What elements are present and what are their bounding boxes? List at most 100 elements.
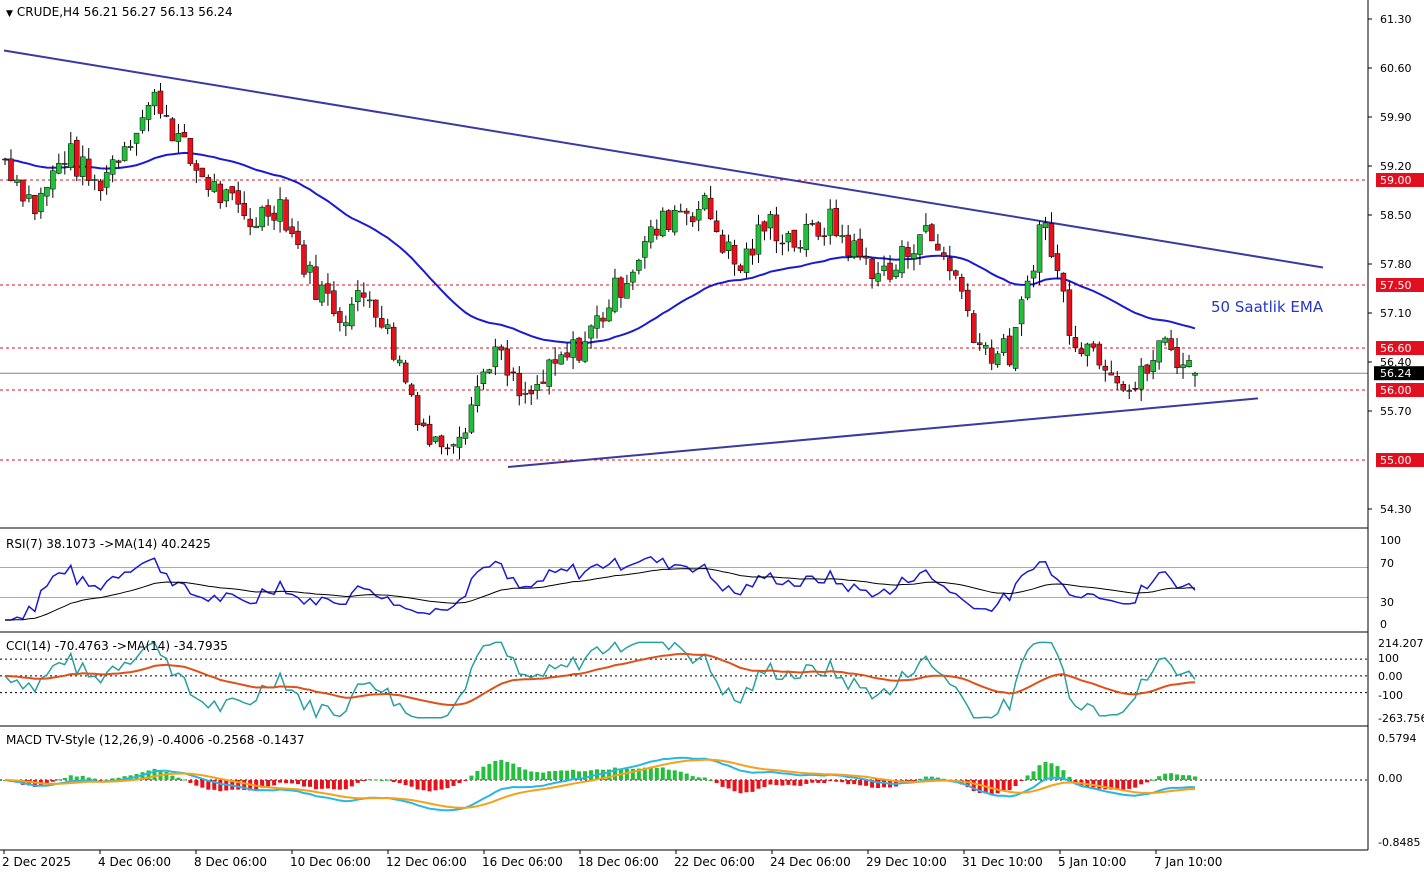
cci-ma-line <box>4 652 1196 707</box>
macd-hist-bar <box>290 780 295 784</box>
macd-hist-bar <box>696 777 701 781</box>
candle-body <box>929 224 935 242</box>
level-tag-text: 55.00 <box>1380 454 1412 467</box>
candle-body <box>779 242 786 245</box>
macd-hist-bar <box>1175 774 1180 781</box>
candle-body <box>1090 343 1097 348</box>
macd-hist-bar <box>1187 775 1192 781</box>
candle-body <box>450 444 457 447</box>
macd-hist-bar <box>1139 780 1144 785</box>
candle-body <box>528 390 534 395</box>
candle-body <box>396 359 403 364</box>
macd-hist-bar <box>1037 765 1042 781</box>
candle-body <box>301 244 307 275</box>
candle-body <box>181 132 188 138</box>
candle-body <box>594 315 600 329</box>
macd-hist-bar <box>469 775 474 781</box>
candle-body <box>319 284 325 303</box>
resistance-trendline <box>3 49 1324 269</box>
candle-body <box>384 324 391 329</box>
macd-hist-bar <box>1151 779 1156 781</box>
macd-hist-bar <box>589 770 594 781</box>
macd-hist-bar <box>170 775 175 781</box>
macd-hist-bar <box>50 780 55 782</box>
candle-body <box>845 234 851 257</box>
candle-body <box>121 146 128 161</box>
candle-body <box>821 235 827 238</box>
candle-body <box>976 342 983 345</box>
macd-hist-bar <box>325 780 330 789</box>
candle-body <box>175 133 182 142</box>
candle-body <box>79 156 86 177</box>
level-tag <box>1376 278 1424 292</box>
macd-hist-bar <box>313 780 318 790</box>
macd-hist-bar <box>774 780 779 786</box>
candle-body <box>642 241 648 258</box>
macd-hist-bar <box>690 776 695 781</box>
candle-body <box>115 160 122 163</box>
cci-panel: 214.207 100 0.00 -100 -263.756 <box>0 631 1424 725</box>
candle-body <box>660 210 666 237</box>
macd-hist-bar <box>301 780 306 787</box>
candle-body <box>1180 364 1186 369</box>
candle-body <box>683 210 690 214</box>
date-label: 7 Jan 10:00 <box>1154 855 1222 869</box>
candle-body <box>606 307 612 322</box>
candle-body <box>648 226 654 243</box>
macd-hist-bar <box>612 767 617 781</box>
candle-body <box>994 353 1001 365</box>
candle-body <box>809 223 816 225</box>
candle-body <box>1174 346 1180 369</box>
candle-body <box>576 337 582 361</box>
candle-body <box>1060 272 1067 292</box>
macd-hist-bar <box>517 767 522 781</box>
cci-tick-label: 214.207 <box>1378 637 1424 650</box>
rsi-tick-label: 100 <box>1380 534 1401 547</box>
candle-body <box>480 371 487 385</box>
candle-body <box>420 422 427 427</box>
macd-hist-bar <box>511 763 516 781</box>
macd-signal-line <box>4 758 1196 809</box>
candle-body <box>193 163 200 171</box>
cci-tick-label: -263.756 <box>1378 712 1424 725</box>
rsi-tick-label: 30 <box>1380 596 1394 609</box>
candle-body <box>492 346 499 368</box>
macd-hist-bar <box>409 780 414 787</box>
date-label: 22 Dec 06:00 <box>674 855 755 869</box>
macd-hist-bar <box>804 780 809 784</box>
candle-body <box>887 262 893 280</box>
candle-body <box>85 158 92 181</box>
macd-hist-bar <box>834 780 839 782</box>
candle-body <box>438 435 445 448</box>
macd-hist-bar <box>870 780 875 788</box>
candle-body <box>1108 372 1115 376</box>
macd-hist-bar <box>630 768 635 781</box>
candle-body <box>833 208 839 236</box>
candle-body <box>941 252 947 257</box>
macd-hist-bar <box>1055 766 1060 781</box>
candle-body <box>1144 364 1150 374</box>
macd-hist-bar <box>971 780 976 792</box>
macd-hist-bar <box>1157 776 1162 781</box>
candle-body <box>899 246 905 274</box>
price-tick-label: 59.90 <box>1380 111 1412 124</box>
ema-path <box>4 151 1196 345</box>
macd-hist-bar <box>565 770 570 781</box>
collapse-arrow-icon[interactable]: ▼ <box>6 9 13 19</box>
date-label: 12 Dec 06:00 <box>386 855 467 869</box>
candle-body <box>1072 337 1079 348</box>
macd-hist-bar <box>433 780 438 791</box>
macd-hist-bar <box>74 776 79 781</box>
candle-body <box>935 243 941 251</box>
candle-body <box>62 163 68 165</box>
macd-hist-bar <box>553 770 558 781</box>
macd-hist-bar <box>917 778 922 781</box>
macd-hist-bar <box>798 780 803 786</box>
candle-body <box>893 269 899 278</box>
macd-tick-label: 0.5794 <box>1378 732 1417 745</box>
candle-body <box>373 299 379 318</box>
macd-tick-label: -0.8485 <box>1378 836 1420 849</box>
candle-body <box>600 317 606 322</box>
candle-body <box>749 248 756 256</box>
candle-body <box>1054 253 1061 271</box>
